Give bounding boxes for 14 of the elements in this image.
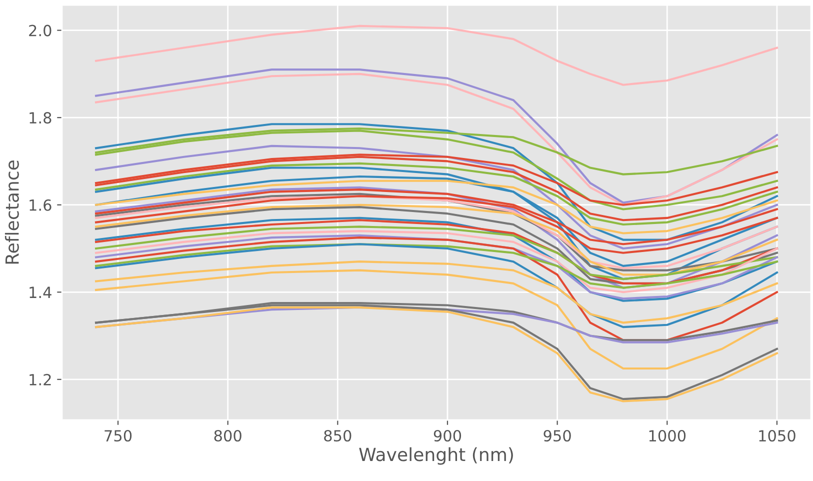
y-tick-label: 1.8 [30,112,52,124]
y-tick-label: 1.2 [30,374,51,386]
x-tick-label: 800 [214,430,242,442]
x-tick-label: 750 [104,430,132,442]
y-axis-title: Reflectance [4,160,19,264]
x-tick-label: 950 [544,430,571,442]
y-tick-label: 1.4 [30,286,52,298]
x-axis-title: Wavelenght (nm) [359,447,513,465]
y-tick-label: 1.6 [30,199,52,211]
y-tick-label: 2.0 [29,24,52,36]
x-tick-label: 1050 [759,430,796,442]
x-tick-label: 900 [434,430,462,442]
x-tick-label: 1000 [649,430,686,442]
x-tick-label: 850 [324,430,352,442]
